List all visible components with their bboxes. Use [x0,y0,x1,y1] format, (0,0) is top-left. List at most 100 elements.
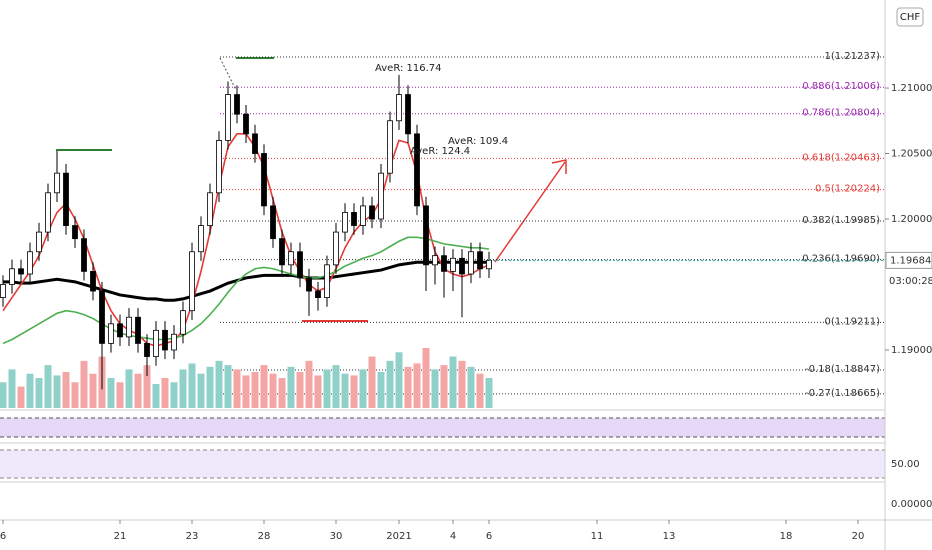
volume-bar [422,348,430,408]
volume-bar [359,369,367,408]
currency-label[interactable]: CHF [900,12,921,23]
candle-body [171,333,177,351]
volume-bar [350,375,358,408]
volume-bar [125,369,133,408]
candle-body [243,113,249,135]
volume-bar [152,384,160,408]
volume-bar [440,365,448,408]
candle-body [18,268,24,275]
y-tick-label: 1.20000 [891,214,932,225]
volume-bar [134,373,142,408]
fib-label: -0.27(1.18665) [805,388,880,399]
fib-label: 0.786(1.20804) [802,108,880,119]
current-price-label: 1.19684 [890,255,931,266]
candle-body [351,212,357,226]
volume-bar [278,378,286,408]
x-tick-label: 28 [258,531,271,542]
volume-bar [179,369,187,408]
candle-body [189,251,195,312]
candle-body [279,238,285,266]
volume-bar [206,366,214,408]
volume-bar [188,363,196,408]
moving-average [3,260,489,302]
y-tick-label: 1.20500 [891,149,932,160]
candle-body [342,212,348,233]
candle-body [297,251,303,279]
x-tick-label: 18 [780,531,793,542]
volume-bar [269,373,277,408]
candle-body [324,264,330,298]
candle-body [477,251,483,270]
x-tick-label: 6 [0,531,6,542]
candle-body [36,231,42,253]
candle-body [144,343,150,357]
candle-body [405,94,411,135]
plot: 1(1.21237) 0.886(1.21006) 0.786(1.20804) 0.… [0,51,885,408]
volume-bar [314,375,322,408]
candle-body [207,192,213,226]
volume-bar [233,369,241,408]
candle-body [225,94,231,141]
candle-body [72,225,78,240]
candle-body [216,140,222,194]
volume-bar [287,366,295,408]
x-tick-label: 20 [852,531,865,542]
volume-bar [431,369,439,408]
candle-body [441,255,447,272]
x-tick-label: 2021 [386,531,411,542]
volume-bar [449,356,457,408]
volume-bar [143,365,151,408]
fib-label: -0.18(1.18847) [805,364,880,375]
volume-bar [386,360,394,408]
candle-body [99,290,105,344]
currency-badge[interactable] [896,7,924,27]
candle-body [387,120,393,174]
stoch-band [0,418,885,437]
y-tick-label: 1.19000 [891,345,932,356]
volume-bar [476,373,484,408]
volume-bar [80,360,88,408]
candle-body [252,133,258,154]
candle-body [108,323,114,344]
volume-bar [260,365,268,408]
candle-body [459,257,465,275]
candle-body [396,94,402,122]
volume-bar [296,372,304,408]
fib-label: 0.382(1.19985) [802,215,880,226]
macd-label: 0.00000 [891,499,932,510]
candle-body [0,284,6,298]
x-tick-label: 23 [186,531,199,542]
annotation: AveR: 124.4 [410,146,470,157]
annotation: AveR: 116.74 [375,63,442,74]
fib-label: 0.5(1.20224) [815,184,880,195]
rsi-band [0,450,885,478]
candle-body [414,133,420,207]
volume-bar [161,378,169,408]
candle-body [9,268,15,285]
volume-bar [242,375,250,408]
candle-body [486,259,492,270]
volume-bar [305,360,313,408]
volume-bar [485,378,493,408]
candle-body [54,172,60,194]
candle-body [423,205,429,266]
volume-bar [368,356,376,408]
countdown: 03:00:28 [889,276,932,287]
volume-bar [17,386,25,408]
fib-label: 0(1.19211) [824,316,880,327]
candle-body [333,231,339,266]
y-tick-label: 1.21000 [891,83,932,94]
candle-body [45,192,51,233]
candle-body [63,172,69,226]
candle-body [117,323,123,338]
volume-bar [8,369,16,408]
volume-bar [341,373,349,408]
trend-line [219,57,237,91]
volume-bar [323,369,331,408]
candle-body [126,316,132,338]
volume-bar [224,365,232,408]
volume-bar [71,382,79,408]
volume-bar [116,382,124,408]
volume-bar [62,372,70,408]
